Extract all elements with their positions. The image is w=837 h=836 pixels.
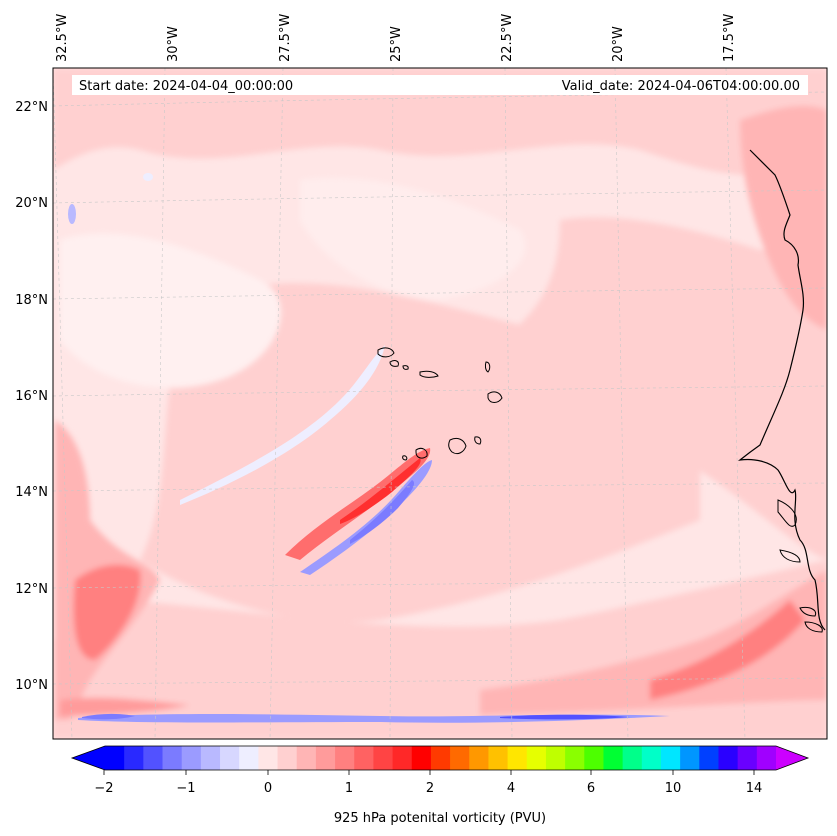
colorbar-extend-low [72,746,105,770]
wake-positive-streak-core [340,458,421,524]
wake-negative-streak-core [350,480,415,544]
wake-negative-streak [300,460,432,575]
colorbar-swatch [756,746,777,770]
africa-coastline [737,149,826,631]
blue-blob-west [68,204,76,224]
colorbar-swatch [507,746,528,770]
field-light-center [300,178,526,300]
colorbar-swatch [239,746,259,770]
colorbar-swatch [680,746,700,770]
colorbar-tick: 4 [507,781,515,796]
colorbar-swatch [220,746,240,770]
colorbar-swatch [641,746,662,770]
pv-field [53,68,827,739]
lon-label: 30°W [166,26,181,62]
longitude-labels: 32.5°W 30°W 27.5°W 25°W 22.5°W 20°W 17.5… [55,14,737,62]
colorbar-swatches [105,746,777,770]
colorbar-outline [70,745,810,771]
colorbar-swatch [200,746,221,770]
colorbar-swatch [181,746,202,770]
valid-date: Valid_date: 2024-04-06T04:00:00.00 [562,79,800,94]
lon-label: 17.5°W [722,14,737,62]
colorbar-tick: 14 [746,781,763,796]
colorbar-swatch [258,746,279,770]
colorbar-swatch [162,746,183,770]
colorbar-swatch [354,746,374,770]
colorbar-swatch [545,746,566,770]
colorbar-swatch [622,746,643,770]
colorbar-swatch [526,746,547,770]
colorbar-swatch [392,746,413,770]
lon-label: 27.5°W [278,14,293,62]
colorbar-tick: 0 [264,781,272,796]
lat-label: 14°N [15,485,48,500]
coast-detail-2 [779,549,801,563]
colorbar-tick: −2 [94,781,113,796]
coast-detail-1 [777,499,797,527]
colorbar-swatch [315,746,336,770]
lat-label: 22°N [15,100,48,115]
colorbar-tick: −1 [176,781,195,796]
field-band-southeast [480,570,827,715]
colorbar-swatch [699,746,719,770]
colorbar-swatch [450,746,470,770]
colorbar-swatch [105,746,125,770]
lon-label: 20°W [611,26,626,62]
colorbar-swatch [335,746,355,770]
date-header: Start date: 2024-04-04_00:00:00 Valid_da… [72,75,808,95]
colorbar-tick: 6 [587,781,595,796]
coast-detail-3 [799,607,817,617]
southern-negative-band-core [500,714,630,720]
lat-label: 16°N [15,389,48,404]
colorbar-swatch [296,746,317,770]
southern-negative-band-west [82,713,135,720]
colorbar-title: 925 hPa potenital vorticity (PVU) [334,811,546,826]
colorbar-swatch [603,746,624,770]
lon-label: 22.5°W [500,14,515,62]
colorbar-swatch [718,746,739,770]
colorbar-swatch [584,746,604,770]
lon-label: 25°W [389,26,404,62]
colorbar-tick: 1 [345,781,353,796]
wake-positive-streak [285,448,431,560]
colorbar-swatch [488,746,509,770]
lat-label: 18°N [15,293,48,308]
field-band-south-red [60,697,190,716]
colorbar-swatch [737,746,758,770]
field-arc-southwest-core [73,564,141,660]
lat-label: 10°N [15,678,48,693]
lat-label: 20°N [15,196,48,211]
colorbar-extend-high [776,746,808,770]
colorbar-swatch [469,746,489,770]
colorbar-swatch [660,746,681,770]
colorbar-ticks: −2 −1 0 1 2 4 6 10 14 [94,781,762,796]
colorbar-swatch [373,746,394,770]
latitude-labels: 22°N 20°N 18°N 16°N 14°N 12°N 10°N [15,100,48,693]
colorbar-tick-marks [103,770,755,775]
colorbar: −2 −1 0 1 2 4 6 10 14 925 hPa potenital … [70,745,810,826]
colorbar-swatch [430,746,451,770]
date-header-box [72,75,808,95]
blue-blob-north [143,173,153,181]
cape-verde-islands [377,347,503,461]
colorbar-swatch [143,746,164,770]
lon-label: 32.5°W [55,14,70,62]
map-frame [52,67,828,740]
colorbar-swatch [565,746,585,770]
colorbar-tick: 2 [426,781,434,796]
colorbar-swatch [277,746,298,770]
colorbar-swatch [411,746,432,770]
colorbar-tick: 10 [665,781,682,796]
lat-label: 12°N [15,582,48,597]
field-band-southeast-core [650,600,805,700]
coast-detail-4 [804,621,823,633]
gridlines [53,68,827,739]
field-light-west [60,233,281,388]
start-date: Start date: 2024-04-04_00:00:00 [79,79,293,94]
colorbar-swatch [124,746,144,770]
